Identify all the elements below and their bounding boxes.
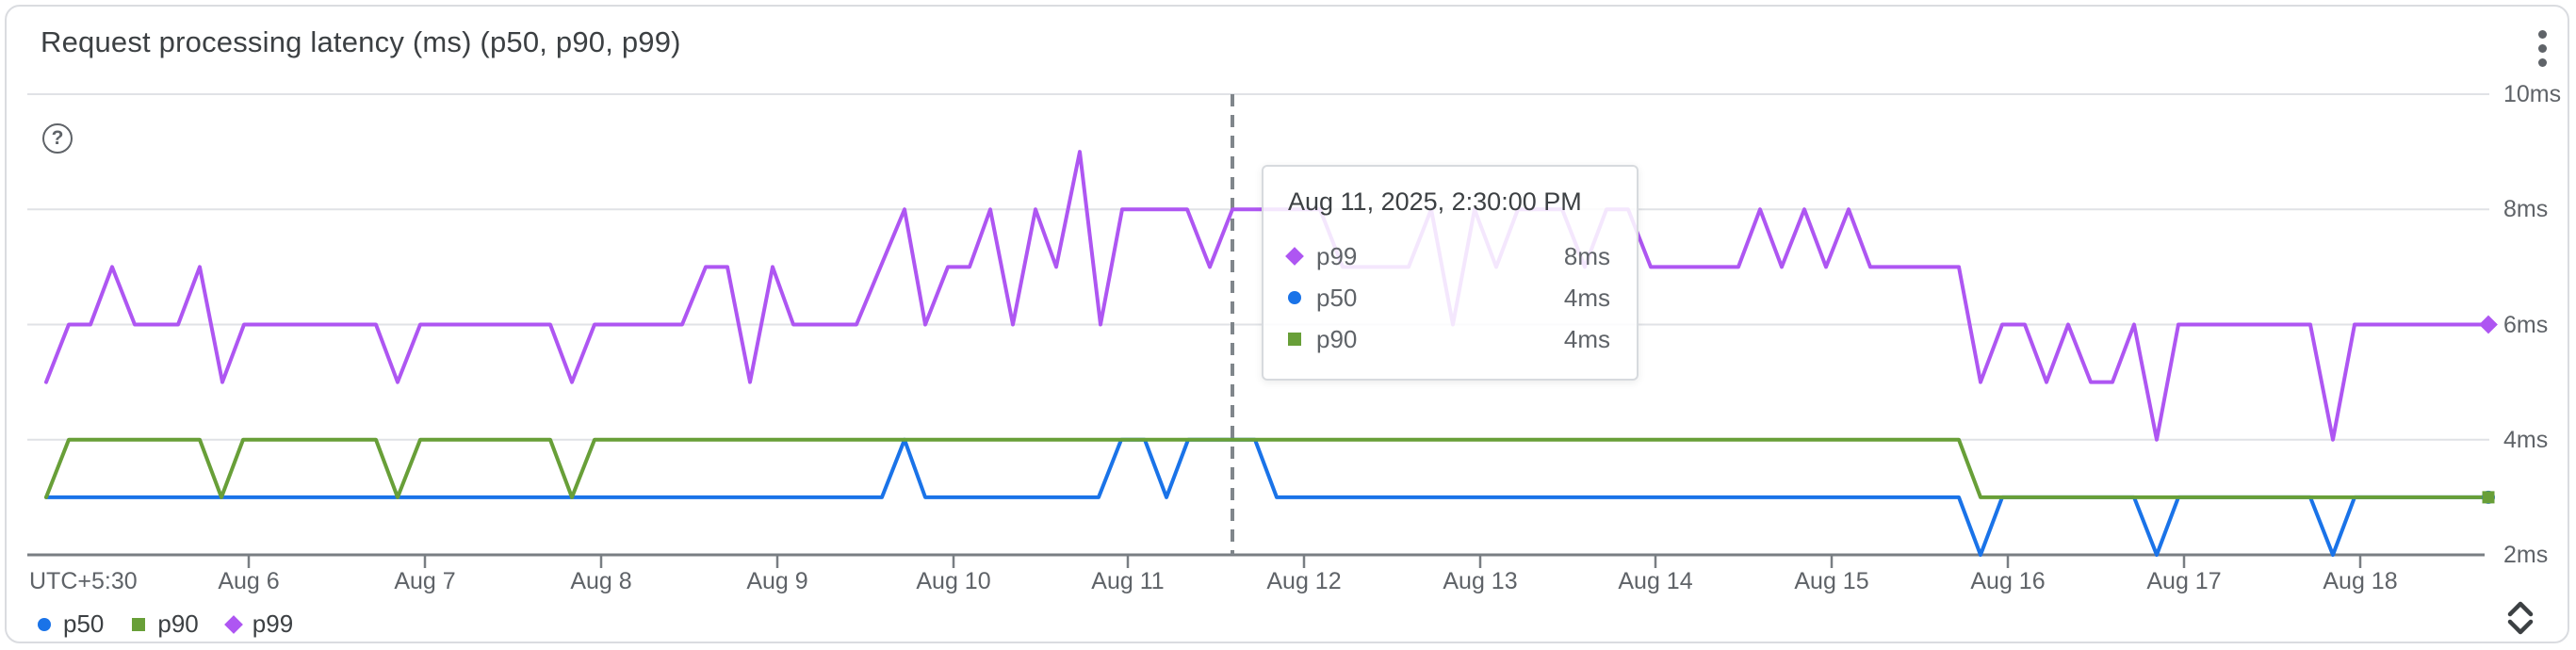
tooltip-series-label: p99 — [1316, 241, 1358, 270]
legend-item-p50[interactable]: p50 — [38, 609, 104, 639]
more-options-button[interactable] — [2528, 27, 2556, 69]
tooltip-series-value: 8ms — [1563, 241, 1610, 270]
tooltip-series-value: 4ms — [1563, 283, 1610, 312]
tooltip-row-p90: p90 4ms — [1288, 318, 1610, 360]
legend-item-p99[interactable]: p99 — [223, 609, 294, 639]
p99-diamond-icon — [1285, 247, 1304, 266]
kebab-dot — [2537, 57, 2547, 67]
page-title: Request processing latency (ms) (p50, p9… — [41, 25, 681, 58]
p50-circle-icon — [38, 617, 51, 631]
hover-tooltip: Aug 11, 2025, 2:30:00 PM p99 8ms p50 4ms… — [1262, 165, 1639, 381]
chart-legend: p50 p90 p99 — [38, 609, 293, 639]
kebab-dot — [2537, 29, 2547, 39]
latency-line-chart[interactable] — [7, 7, 2569, 643]
kebab-dot — [2537, 43, 2547, 53]
help-icon[interactable]: ? — [42, 123, 73, 154]
chart-card: Request processing latency (ms) (p50, p9… — [5, 5, 2569, 643]
p90-square-icon — [1288, 333, 1301, 346]
p90-square-icon — [132, 617, 146, 631]
end-marker-p99 — [2479, 315, 2498, 334]
legend-label: p99 — [252, 609, 294, 638]
tooltip-row-p99: p99 8ms — [1285, 236, 1610, 277]
tooltip-timestamp: Aug 11, 2025, 2:30:00 PM — [1288, 187, 1582, 216]
tooltip-series-label: p50 — [1316, 283, 1358, 312]
end-marker-p90 — [2482, 491, 2495, 504]
legend-label: p90 — [157, 609, 199, 638]
legend-item-p90[interactable]: p90 — [132, 609, 199, 639]
legend-label: p50 — [63, 609, 105, 638]
unfold-more-icon — [2507, 601, 2534, 635]
tooltip-series-value: 4ms — [1563, 324, 1610, 353]
expand-collapse-button[interactable] — [2498, 596, 2543, 640]
p99-diamond-icon — [223, 614, 243, 634]
series-line-p99 — [44, 150, 2486, 442]
p50-circle-icon — [1288, 291, 1301, 304]
tooltip-series-label: p90 — [1316, 324, 1358, 353]
tooltip-row-p50: p50 4ms — [1288, 277, 1610, 318]
series-line-p90 — [44, 437, 2486, 499]
